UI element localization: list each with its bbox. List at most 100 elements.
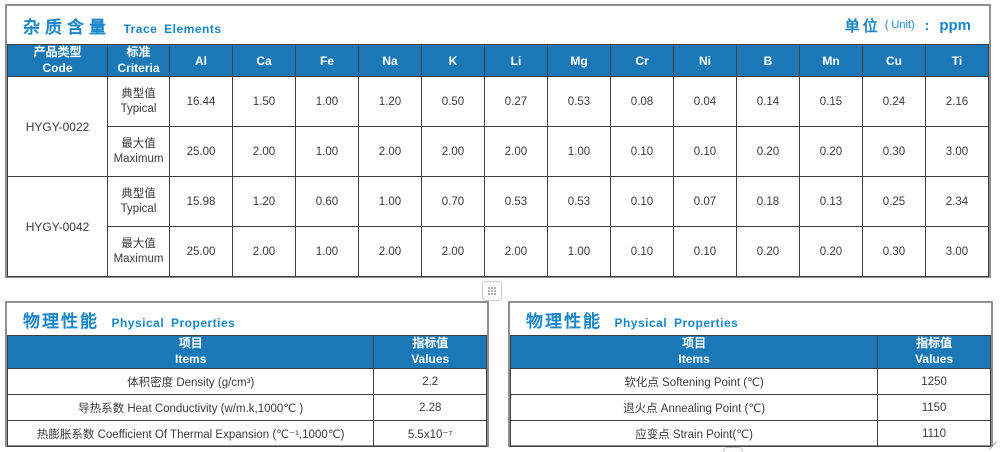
value-cell: 2.28 [373,394,487,421]
criteria-cn: 最大值 [121,237,156,250]
value-cell: 0.53 [547,76,611,128]
criteria-en: Typical [120,202,157,215]
value-cell: 15.98 [169,176,233,228]
physical-right-title: 物理性能 Physical Properties [526,307,738,332]
value-cell: 1.50 [232,76,296,128]
col-header-items-cn: 项目 [682,336,707,351]
table-row-thermal-expansion: 热膨胀系数 Coefficient Of Thermal Expansion (… [6,420,487,447]
value-cell: 0.10 [610,126,674,178]
value-cell: 0.10 [673,126,737,178]
physical-left-header-row: 项目 Items 指标值 Values [6,335,487,369]
criteria-cn: 最大值 [121,137,156,150]
col-header-values-en: Values [915,352,954,366]
value-cell: 0.07 [673,176,737,228]
trace-elements-titlebar: 杂质含量 Trace Elements 单位 ( Unit) : ppm [7,6,989,44]
criteria-cell: 最大值 Maximum [107,126,170,178]
unit-value: ppm [939,16,971,34]
col-header-items-cn: 项目 [178,336,203,351]
value-cell: 1.00 [358,176,422,228]
value-cell: 0.25 [862,176,926,228]
value-cell: 0.13 [799,176,863,228]
value-cell: 5.5x10⁻⁷ [373,420,487,447]
table-row-heat-conductivity: 导热系数 Heat Conductivity (w/m.k,1000℃ ) 2.… [6,394,487,421]
value-cell: 1.20 [232,176,296,228]
physical-right-title-cn: 物理性能 [526,311,602,331]
value-cell: 2.00 [484,126,548,178]
value-cell: 2.2 [373,368,487,395]
table-row-0022-typical: HYGY-0022 典型值 Typical 16.44 1.50 1.00 1.… [7,76,989,178]
col-header-values: 指标值 Values [373,335,487,369]
physical-right-titlebar: 物理性能 Physical Properties [510,303,991,335]
col-header-items: 项目 Items [6,335,375,369]
value-cell: 0.04 [673,76,737,128]
trace-elements-title: 杂质含量 Trace Elements [23,13,222,38]
col-header-element-cr: Cr [610,43,674,78]
value-cell: 1.00 [295,76,359,128]
value-cell: 16.44 [169,76,233,128]
item-cell: 应变点 Strain Point(℃) [509,420,879,447]
value-cell: 2.00 [232,226,296,278]
drag-handle-icon[interactable] [482,281,502,301]
value-cell: 25.00 [169,226,233,278]
criteria-en: Maximum [113,252,164,265]
table-row-softening-point: 软化点 Softening Point (℃) 1250 [509,368,991,395]
col-header-code: 产品类型 Code [7,43,108,78]
col-header-element-ni: Ni [673,43,737,78]
item-cell: 导热系数 Heat Conductivity (w/m.k,1000℃ ) [6,394,375,421]
value-cell: 0.50 [421,76,485,128]
trace-elements-title-cn: 杂质含量 [23,17,111,37]
value-cell: 0.30 [862,226,926,278]
value-cell: 2.00 [232,126,296,178]
table-row-0042-maximum: 最大值 Maximum 25.00 2.00 1.00 2.00 2.00 2.… [8,226,989,278]
table-row-density: 体积密度 Density (g/cm³) 2.2 [6,368,487,395]
criteria-cell: 最大值 Maximum [107,226,170,278]
physical-left-titlebar: 物理性能 Physical Properties [7,303,487,335]
table-row-0042-typical: HYGY-0042 典型值 Typical 15.98 1.20 0.60 1.… [7,176,989,278]
item-cell: 热膨胀系数 Coefficient Of Thermal Expansion (… [6,420,375,447]
value-cell: 1.00 [295,226,359,278]
col-header-element-ca: Ca [232,43,296,78]
criteria-cell: 典型值 Typical [107,176,170,228]
col-header-criteria-en: Criteria [117,60,160,75]
value-cell: 0.20 [799,226,863,278]
unit-label-cn: 单位 [844,17,881,35]
criteria-en: Typical [120,102,157,115]
col-header-element-al: Al [169,43,233,78]
criteria-en: Maximum [113,152,164,165]
col-header-element-b: B [736,43,800,78]
value-cell: 0.14 [736,76,800,128]
drag-handle-icon[interactable] [723,447,743,452]
col-header-element-ti: Ti [925,43,989,78]
item-cell: 退火点 Annealing Point (℃) [509,394,879,421]
value-cell: 0.18 [736,176,800,228]
value-cell: 0.20 [736,226,800,278]
value-cell: 0.08 [610,76,674,128]
col-header-element-li: Li [484,43,548,78]
physical-left-title-cn: 物理性能 [23,311,99,331]
value-cell: 2.34 [925,176,989,228]
value-cell: 0.60 [295,176,359,228]
value-cell: 1250 [877,368,991,395]
product-code-cell: HYGY-0022 [7,76,108,178]
value-cell: 1.20 [358,76,422,128]
value-cell: 3.00 [925,226,989,278]
value-cell: 2.00 [358,126,422,178]
physical-left-title-en: Physical Properties [111,315,236,330]
physical-right-title-en: Physical Properties [614,315,739,330]
col-header-values-en: Values [411,352,450,366]
unit-label: 单位 ( Unit) : ppm [845,15,971,36]
value-cell: 0.10 [610,226,674,278]
value-cell: 1.00 [295,126,359,178]
criteria-cell: 典型值 Typical [107,76,170,128]
col-header-values-cn: 指标值 [412,336,449,351]
unit-label-en: ( Unit) [884,19,915,31]
value-cell: 0.15 [799,76,863,128]
col-header-element-na: Na [358,43,422,78]
table-row-annealing-point: 退火点 Annealing Point (℃) 1150 [509,394,991,421]
criteria-cn: 典型值 [121,187,156,200]
value-cell: 0.30 [862,126,926,178]
table-row-strain-point: 应变点 Strain Point(℃) 1110 [509,420,991,447]
value-cell: 2.00 [358,226,422,278]
value-cell: 0.70 [421,176,485,228]
trace-elements-title-en: Trace Elements [123,21,222,36]
